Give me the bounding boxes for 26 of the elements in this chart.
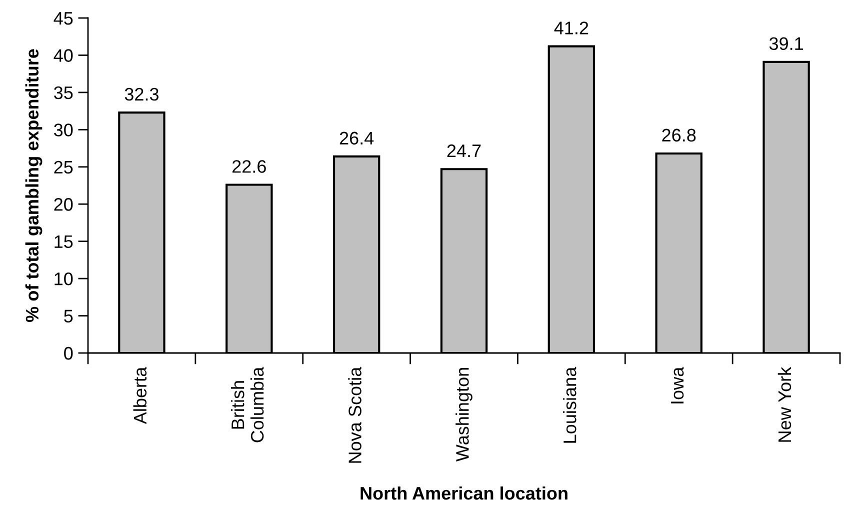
x-axis-title: North American location	[360, 486, 568, 500]
data-label: 26.4	[340, 132, 374, 145]
y-tick-label: 20	[54, 198, 73, 211]
y-tick-label: 25	[54, 160, 73, 174]
x-tick-label: Alberta	[133, 366, 147, 424]
x-tick-label: Washington	[456, 368, 472, 462]
data-label: 22.6	[232, 160, 266, 173]
y-tick-label: 5	[64, 310, 73, 322]
y-tick-label: 40	[54, 49, 73, 62]
y-tick-label: 35	[54, 86, 73, 100]
y-axis-title: % of total gambling expenditure	[25, 49, 42, 322]
y-tick-label: 15	[54, 235, 73, 248]
data-label: 32.3	[124, 88, 158, 101]
y-tick-label: 30	[54, 124, 73, 136]
x-tick-label: New York	[778, 366, 792, 442]
y-tick-label: 45	[54, 12, 73, 25]
x-tick-label: Iowa	[671, 366, 684, 404]
data-label: 24.7	[447, 144, 481, 158]
x-tick-label: Nova Scotia	[348, 366, 362, 463]
y-tick-label: 10	[54, 272, 73, 286]
x-tick-label: British Columbia	[231, 366, 264, 442]
y-tick-label: 0	[64, 346, 73, 360]
data-label: 26.8	[662, 128, 696, 142]
data-label: 39.1	[769, 37, 803, 50]
data-label: 41.2	[554, 22, 588, 34]
x-tick-label: Louisiana	[563, 366, 576, 443]
